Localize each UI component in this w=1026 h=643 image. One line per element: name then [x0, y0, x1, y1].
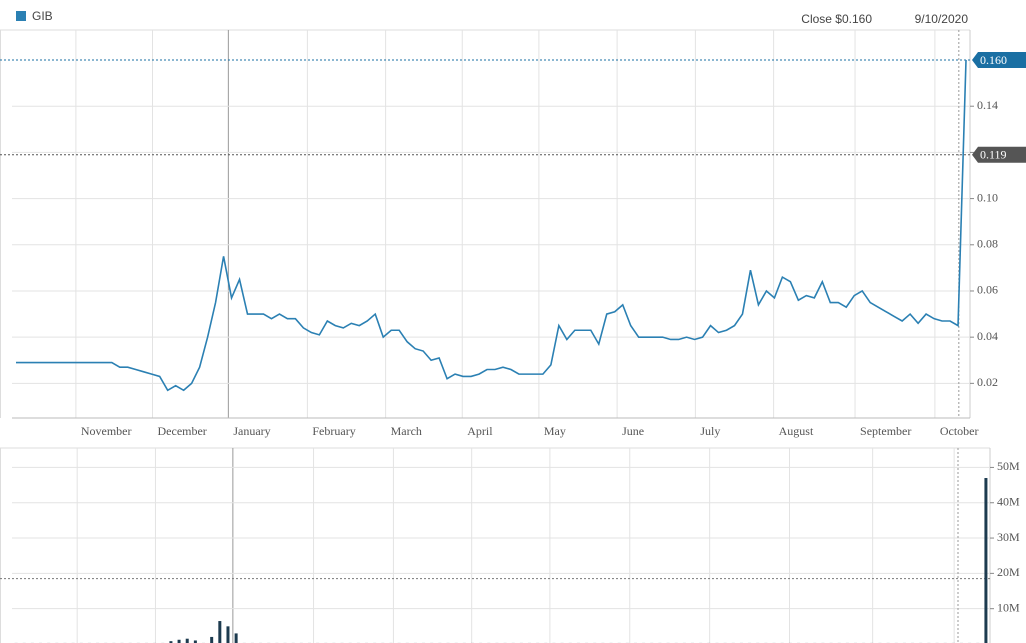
y-tick-label: 0.08	[977, 237, 998, 251]
x-tick-label: March	[391, 424, 422, 438]
x-tick-label: August	[779, 424, 814, 438]
y-tick-label: 50M	[997, 459, 1020, 473]
x-tick-label: June	[622, 424, 644, 438]
y-tick-label: 0.06	[977, 283, 998, 297]
volume-bar	[226, 626, 230, 643]
x-tick-label: May	[544, 424, 566, 438]
y-tick-label: 30M	[997, 530, 1020, 544]
y-tick-label: 20M	[997, 565, 1020, 579]
price-tag	[972, 146, 1026, 163]
y-tick-label: 0.10	[977, 190, 998, 204]
volume-bar	[185, 638, 189, 643]
volume-bar	[169, 641, 173, 643]
y-tick-label: 0.04	[977, 329, 998, 343]
volume-bar	[193, 640, 197, 643]
x-tick-label: September	[860, 424, 911, 438]
price-tag-label: 0.119	[980, 147, 1007, 161]
x-tick-label: April	[467, 424, 493, 438]
volume-bar	[177, 639, 181, 643]
legend-label: GIB	[32, 9, 53, 23]
price-line	[15, 59, 967, 392]
y-tick-label: 10M	[997, 600, 1020, 614]
legend-swatch	[16, 11, 26, 21]
x-tick-label: November	[81, 424, 132, 438]
y-tick-label: 40M	[997, 494, 1020, 508]
x-tick-label: February	[312, 424, 355, 438]
x-tick-label: December	[158, 424, 207, 438]
x-tick-label: July	[700, 424, 720, 438]
y-tick-label: 0.02	[977, 375, 998, 389]
price-tag	[972, 52, 1026, 69]
price-tag-label: 0.160	[980, 53, 1007, 67]
y-tick-label: 0.14	[977, 98, 998, 112]
x-tick-label: October	[940, 424, 979, 438]
volume-bar	[218, 621, 222, 643]
volume-bar	[234, 633, 238, 643]
volume-bar	[984, 478, 988, 643]
close-label: Close $0.160	[801, 12, 872, 26]
volume-bar	[210, 636, 214, 643]
date-label: 9/10/2020	[915, 12, 969, 26]
x-tick-label: January	[233, 424, 270, 438]
